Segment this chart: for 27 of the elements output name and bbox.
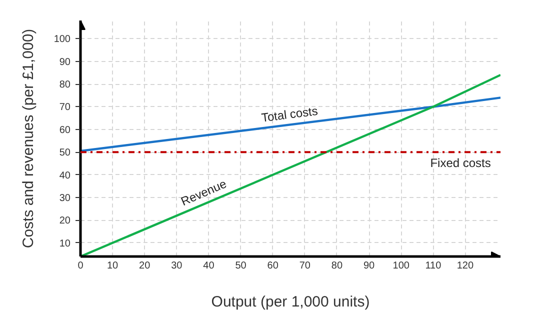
y-tick-label: 40 <box>59 170 71 182</box>
text: Total costs <box>260 104 319 125</box>
y-tick-label: 70 <box>59 102 71 114</box>
y-tick-label: 90 <box>59 56 71 68</box>
x-tick-label: 40 <box>203 260 215 272</box>
x-tick-label: 30 <box>171 260 183 272</box>
y-axis-title: Costs and revenues (per £1,000) <box>20 28 37 248</box>
y-tick-label: 20 <box>59 216 71 227</box>
x-axis-title: Output (per 1,000 units) <box>211 294 370 310</box>
y-tick-label: 100 <box>54 34 71 46</box>
x-tick-label: 50 <box>235 260 247 272</box>
y-tick-label: 10 <box>59 238 71 250</box>
y-tick-label: 60 <box>59 124 71 136</box>
x-tick-label: 70 <box>299 260 311 272</box>
x-tick-label: 80 <box>331 260 343 272</box>
x-tick-label: 110 <box>425 260 442 272</box>
y-tick-label: 80 <box>59 80 71 91</box>
x-tick-label: 100 <box>392 260 410 272</box>
x-tick-label: 60 <box>267 260 279 272</box>
x-tick-label: 0 <box>78 260 84 272</box>
x-tick-label: 120 <box>456 260 474 272</box>
x-tick-label: 90 <box>363 260 376 272</box>
ref-line-label: Fixed costs <box>430 156 491 170</box>
y-tick-label: 50 <box>59 148 71 159</box>
x-tick-label: 20 <box>139 260 151 272</box>
y-tick-label: 30 <box>59 193 71 204</box>
x-tick-label: 10 <box>107 260 119 272</box>
